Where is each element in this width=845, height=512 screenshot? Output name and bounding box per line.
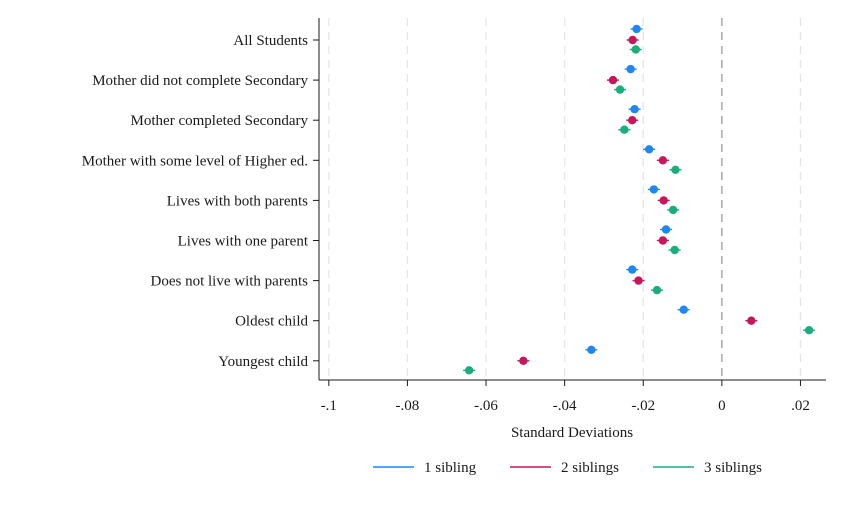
legend-label: 3 siblings	[704, 460, 762, 476]
data-point	[615, 85, 625, 94]
data-point	[659, 196, 668, 205]
data-point	[679, 305, 688, 314]
data-point	[649, 185, 659, 194]
data-point	[631, 45, 640, 54]
data-point	[608, 75, 618, 85]
data-point	[587, 345, 596, 354]
category-labels: All Students Mother did not complete Seco…	[82, 33, 309, 370]
data-point	[626, 64, 635, 74]
category-label: All Students	[233, 33, 308, 49]
data-point	[747, 316, 756, 325]
category-label: Oldest child	[235, 314, 308, 330]
category-label: Mother did not complete Secondary	[92, 73, 308, 89]
x-tick-label: -.06	[474, 398, 498, 414]
data-point	[519, 356, 528, 365]
data-point	[671, 165, 680, 174]
category-label: Mother completed Secondary	[131, 113, 309, 129]
data-point	[644, 145, 654, 154]
x-axis-title: Standard Deviations	[511, 425, 633, 441]
data-point	[634, 276, 643, 285]
category-label: Mother with some level of Higher ed.	[82, 153, 308, 169]
data-point	[620, 125, 629, 134]
legend-label: 2 siblings	[561, 460, 619, 476]
category-label: Youngest child	[218, 354, 308, 370]
data-point	[804, 326, 814, 335]
x-tick-labels: -.1 -.08 -.06 -.04 -.02 0 .02	[321, 398, 810, 414]
x-tick-label: -.1	[321, 398, 337, 414]
data-point	[668, 205, 678, 215]
data-point	[652, 285, 662, 295]
data-point	[658, 236, 668, 245]
x-tick-label: .02	[791, 398, 810, 414]
gridlines	[328, 18, 802, 380]
data-point	[628, 265, 637, 274]
data-point	[658, 156, 668, 165]
data-points	[463, 24, 816, 375]
category-label: Lives with one parent	[178, 234, 309, 250]
data-point	[628, 35, 637, 45]
legend: 1 sibling 2 siblings 3 siblings	[373, 460, 762, 476]
data-point	[632, 24, 641, 34]
category-label: Lives with both parents	[167, 193, 308, 209]
data-point	[630, 105, 639, 114]
data-point	[464, 366, 474, 375]
x-tick-label: -.02	[631, 398, 655, 414]
legend-label: 1 sibling	[424, 460, 477, 476]
axes	[313, 18, 826, 386]
x-tick-label: 0	[718, 398, 726, 414]
category-label: Does not live with parents	[151, 274, 309, 290]
x-tick-label: -.08	[396, 398, 420, 414]
x-tick-label: -.04	[553, 398, 577, 414]
data-point	[661, 225, 671, 234]
data-point	[628, 116, 637, 125]
data-point	[670, 245, 679, 255]
